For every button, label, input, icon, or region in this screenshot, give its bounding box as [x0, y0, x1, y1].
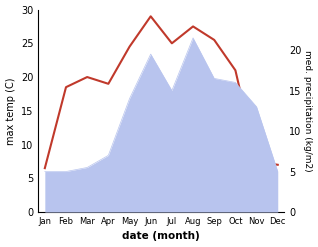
Y-axis label: med. precipitation (kg/m2): med. precipitation (kg/m2) — [303, 50, 313, 172]
Y-axis label: max temp (C): max temp (C) — [5, 77, 16, 144]
X-axis label: date (month): date (month) — [122, 231, 200, 242]
